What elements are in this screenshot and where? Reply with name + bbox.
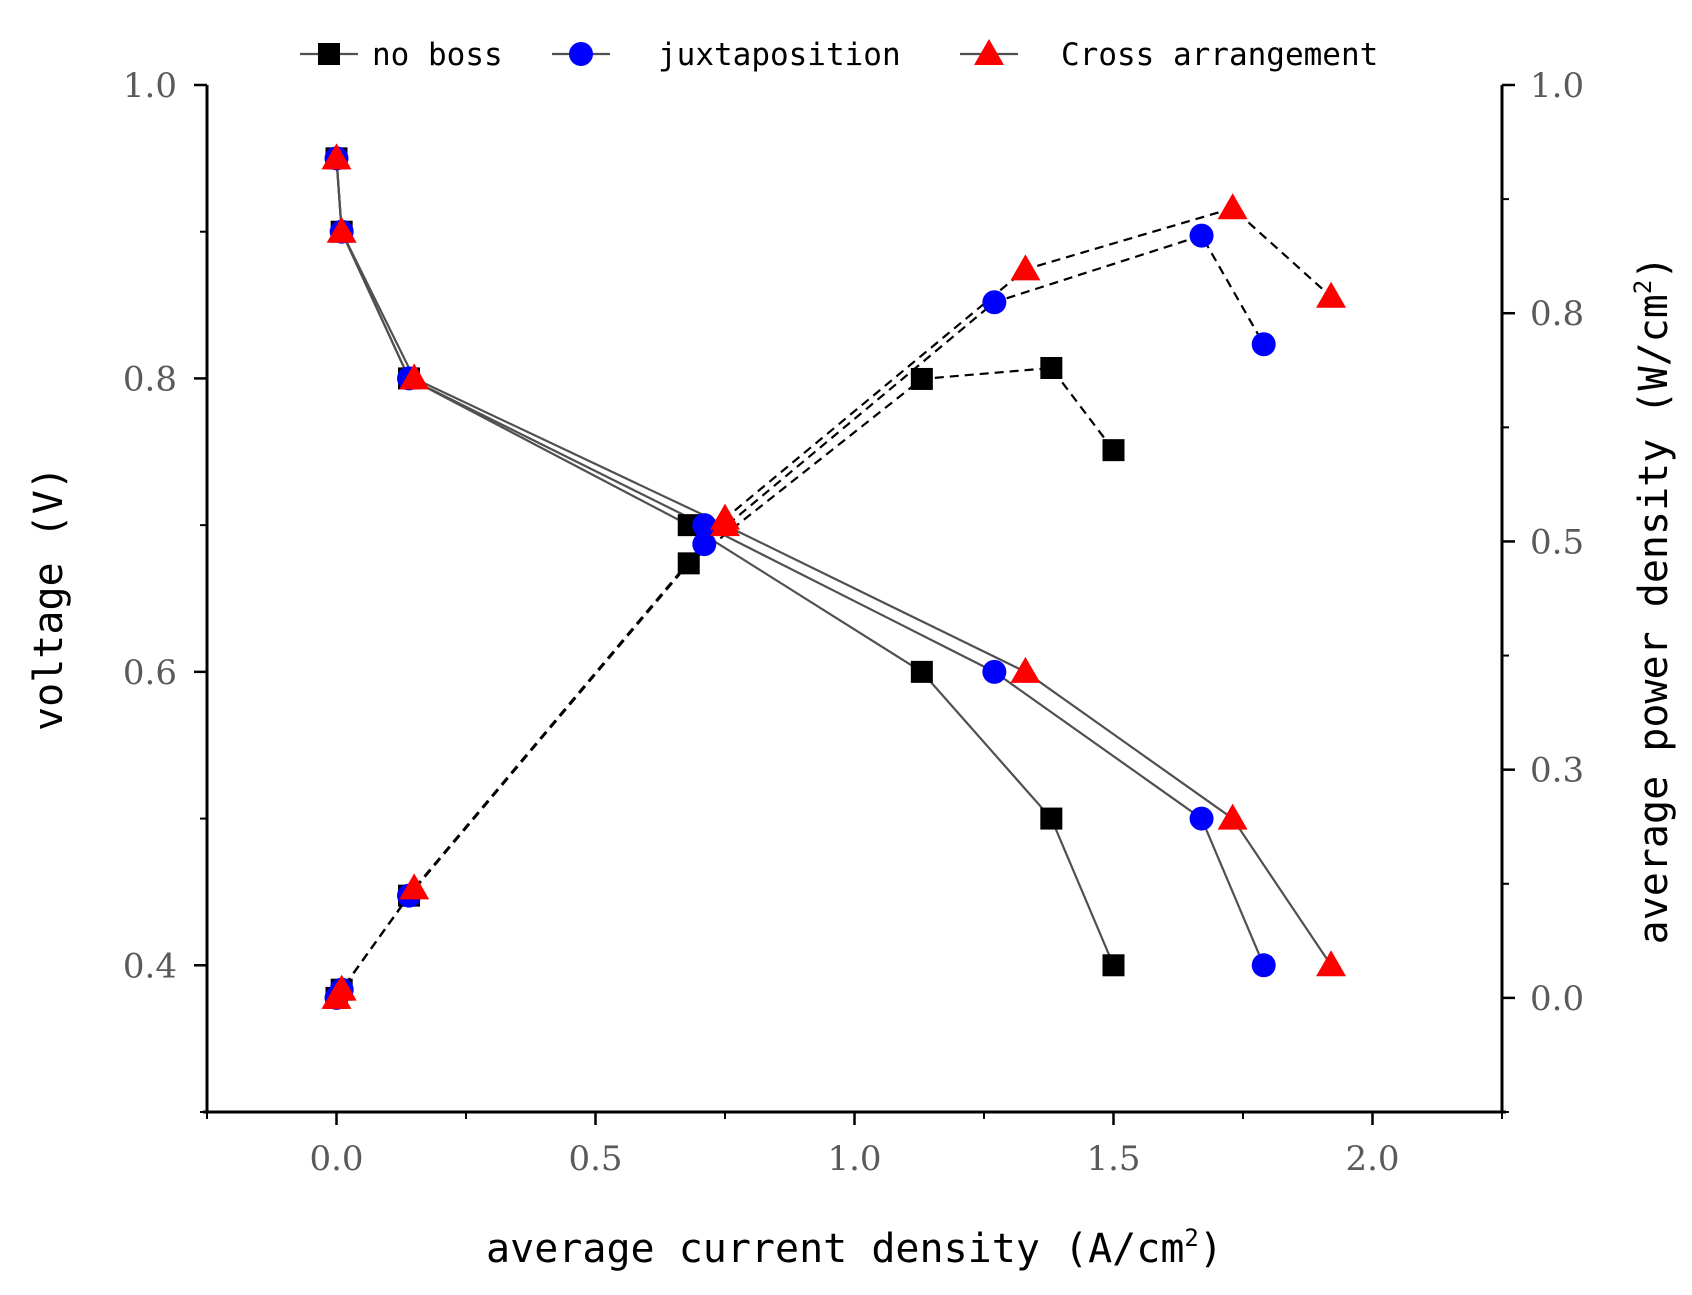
voltage-point-0-4 — [910, 660, 933, 683]
power-point-0-5 — [1040, 356, 1063, 379]
voltage-point-1-5 — [1189, 806, 1214, 831]
power-point-2-6 — [1316, 281, 1347, 308]
y-axis-right-title: average power density (W/cm2) — [1629, 256, 1677, 945]
x-axis-title: average current density (A/cm2) — [486, 1224, 1223, 1272]
power-point-0-3 — [677, 552, 700, 575]
voltage-point-2-1 — [326, 216, 357, 243]
power-point-1-6 — [1251, 332, 1276, 357]
voltage-point-1-6 — [1251, 953, 1276, 978]
y-tick-label-1: 0.6 — [123, 653, 177, 693]
y-axis-title: voltage (V) — [26, 466, 72, 731]
legend-label-1: juxtaposition — [658, 37, 901, 73]
x-tick-label-2: 1.0 — [827, 1139, 881, 1179]
legend-label-0: no boss — [372, 37, 503, 73]
power-point-2-1 — [326, 974, 357, 1001]
y2-tick-label-0: 0.0 — [1530, 979, 1584, 1019]
y-tick-label-2: 0.8 — [123, 359, 177, 399]
power-point-0-6 — [1102, 439, 1125, 462]
voltage-point-2-2 — [399, 363, 430, 390]
power-point-1-5 — [1189, 223, 1214, 248]
x-tick-label-3: 1.5 — [1086, 1139, 1140, 1179]
power-point-0-4 — [910, 367, 933, 390]
voltage-point-0-6 — [1102, 954, 1125, 977]
voltage-point-2-6 — [1316, 950, 1347, 977]
x-tick-label-4: 2.0 — [1345, 1139, 1399, 1179]
y-tick-label-0: 0.4 — [123, 946, 177, 986]
power-point-1-4 — [982, 290, 1007, 315]
y-tick-label-3: 1.0 — [123, 66, 177, 106]
power-point-1-3 — [692, 532, 717, 557]
voltage-point-1-3 — [692, 513, 717, 538]
legend-label-2: Cross arrangement — [1061, 37, 1378, 73]
power-point-2-5 — [1217, 193, 1248, 220]
y2-tick-label-1: 0.3 — [1530, 751, 1584, 791]
y2-tick-label-3: 0.8 — [1530, 294, 1584, 334]
voltage-point-2-5 — [1217, 803, 1248, 830]
voltage-point-1-4 — [982, 659, 1007, 684]
voltage-point-0-5 — [1040, 807, 1063, 830]
legend-marker-0 — [318, 43, 340, 65]
x-tick-label-0: 0.0 — [309, 1139, 363, 1179]
x-tick-label-1: 0.5 — [568, 1139, 622, 1179]
power-point-2-3 — [710, 503, 740, 530]
voltage-point-2-0 — [321, 143, 352, 170]
voltage-point-2-4 — [1010, 656, 1041, 683]
power-point-2-2 — [399, 873, 430, 900]
y2-tick-label-2: 0.5 — [1530, 522, 1584, 562]
power-point-2-4 — [1010, 254, 1041, 281]
y2-tick-label-4: 1.0 — [1530, 66, 1584, 106]
legend-marker-2 — [974, 39, 1004, 65]
legend-marker-1 — [569, 42, 593, 66]
